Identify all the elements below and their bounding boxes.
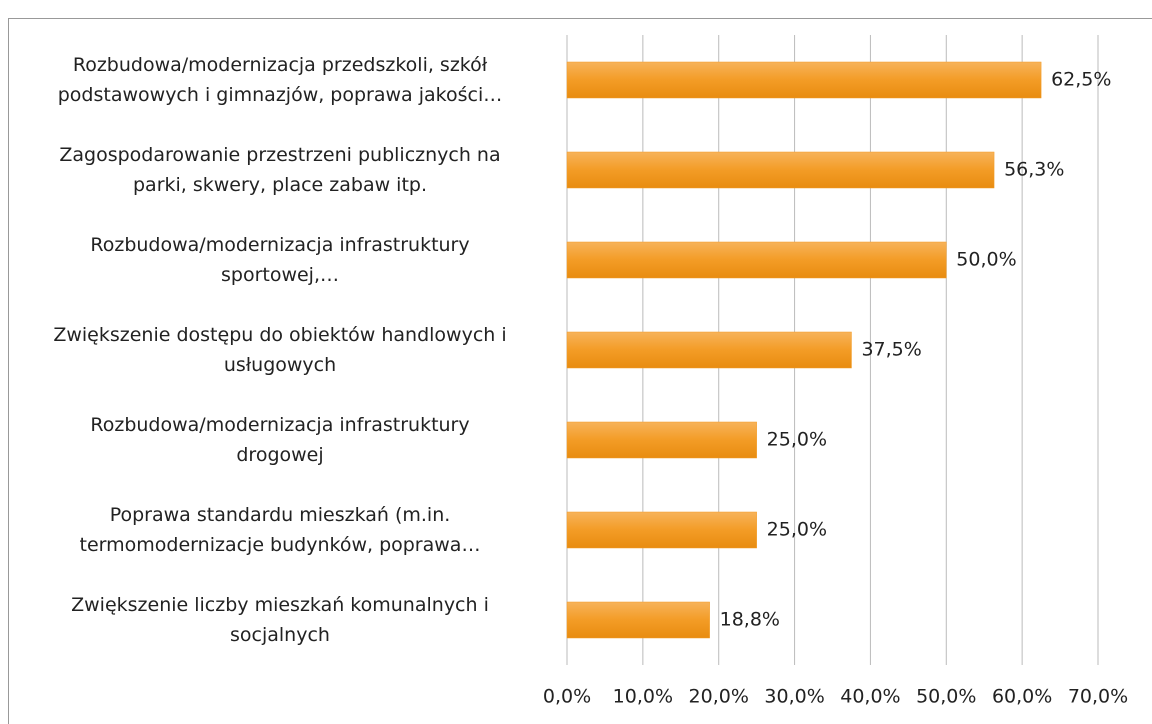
value-label: 25,0% <box>767 519 827 541</box>
x-tick-label: 0,0% <box>543 686 591 708</box>
category-label: Zagospodarowanie przestrzeni publicznych… <box>59 144 501 196</box>
bar <box>566 331 852 369</box>
category-label: Rozbudowa/modernizacja infrastruktury dr… <box>90 414 470 466</box>
value-label: 62,5% <box>1051 69 1111 91</box>
x-tick-label: 50,0% <box>916 686 976 708</box>
x-tick-label: 30,0% <box>764 686 824 708</box>
bar <box>566 511 757 549</box>
value-label: 56,3% <box>1004 159 1064 181</box>
bar <box>566 61 1042 99</box>
value-label: 18,8% <box>720 609 780 631</box>
value-label: 50,0% <box>956 249 1016 271</box>
value-label: 25,0% <box>767 429 827 451</box>
bar <box>566 151 995 189</box>
x-tick-label: 20,0% <box>689 686 749 708</box>
category-label: Rozbudowa/modernizacja przedszkoli, szkó… <box>57 54 503 106</box>
bar <box>566 241 947 279</box>
x-tick-label: 40,0% <box>840 686 900 708</box>
category-label: Zwiększenie dostępu do obiektów handlowy… <box>53 324 507 376</box>
x-tick-label: 70,0% <box>1068 686 1128 708</box>
bar <box>566 421 757 459</box>
x-tick-label: 60,0% <box>992 686 1052 708</box>
bar <box>566 601 710 639</box>
value-label: 37,5% <box>861 339 921 361</box>
frame <box>8 18 1152 724</box>
category-label: Zwiększenie liczby mieszkań komunalnych … <box>71 594 489 646</box>
x-tick-label: 10,0% <box>613 686 673 708</box>
category-label: Poprawa standardu mieszkań (m.in. termom… <box>79 504 481 556</box>
category-label: Rozbudowa/modernizacja infrastruktury sp… <box>90 234 470 286</box>
